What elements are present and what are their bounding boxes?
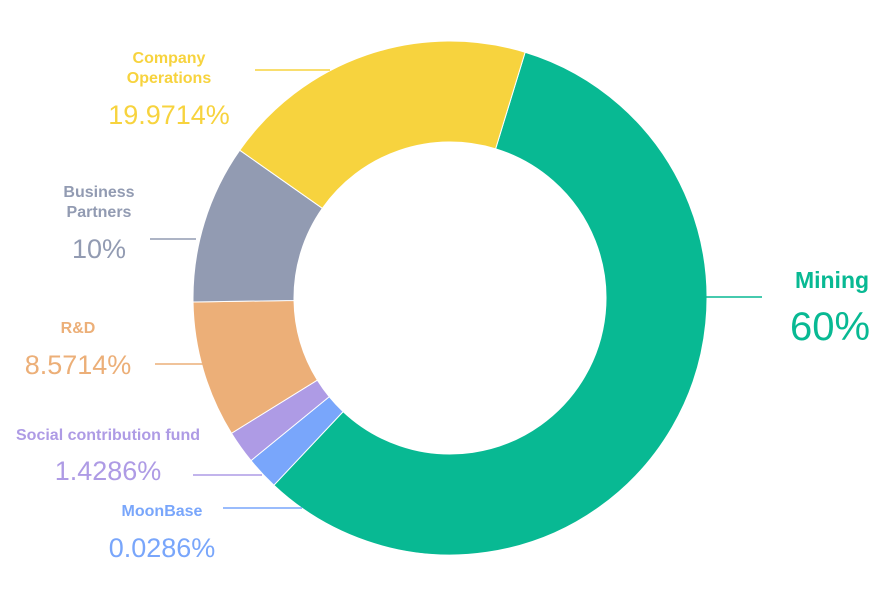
label-name-mining: Mining bbox=[795, 267, 869, 293]
label-value-business-partners: 10% bbox=[72, 234, 126, 264]
label-value-moonbase: 0.0286% bbox=[109, 533, 216, 563]
leader-lines bbox=[150, 69, 762, 509]
slice-company-operations bbox=[239, 40, 526, 209]
label-name-moonbase: MoonBase bbox=[122, 503, 203, 520]
label-value-company-operations: 19.9714% bbox=[108, 100, 230, 130]
slice-mining bbox=[273, 51, 708, 556]
label-name-business-partners: Business Partners bbox=[63, 184, 134, 221]
label-name-social-contribution-fund: Social contribution fund bbox=[16, 427, 200, 444]
label-name-company-operations: Company Operations bbox=[127, 50, 212, 87]
label-value-mining: 60% bbox=[790, 305, 870, 349]
label-value-randd: 8.5714% bbox=[25, 350, 132, 380]
slice-labels: Mining 60% MoonBase 0.0286% Social contribut… bbox=[16, 50, 870, 563]
label-name-randd: R&D bbox=[61, 320, 96, 337]
label-value-social-contribution-fund: 1.4286% bbox=[55, 456, 162, 486]
donut-slices bbox=[192, 40, 708, 556]
